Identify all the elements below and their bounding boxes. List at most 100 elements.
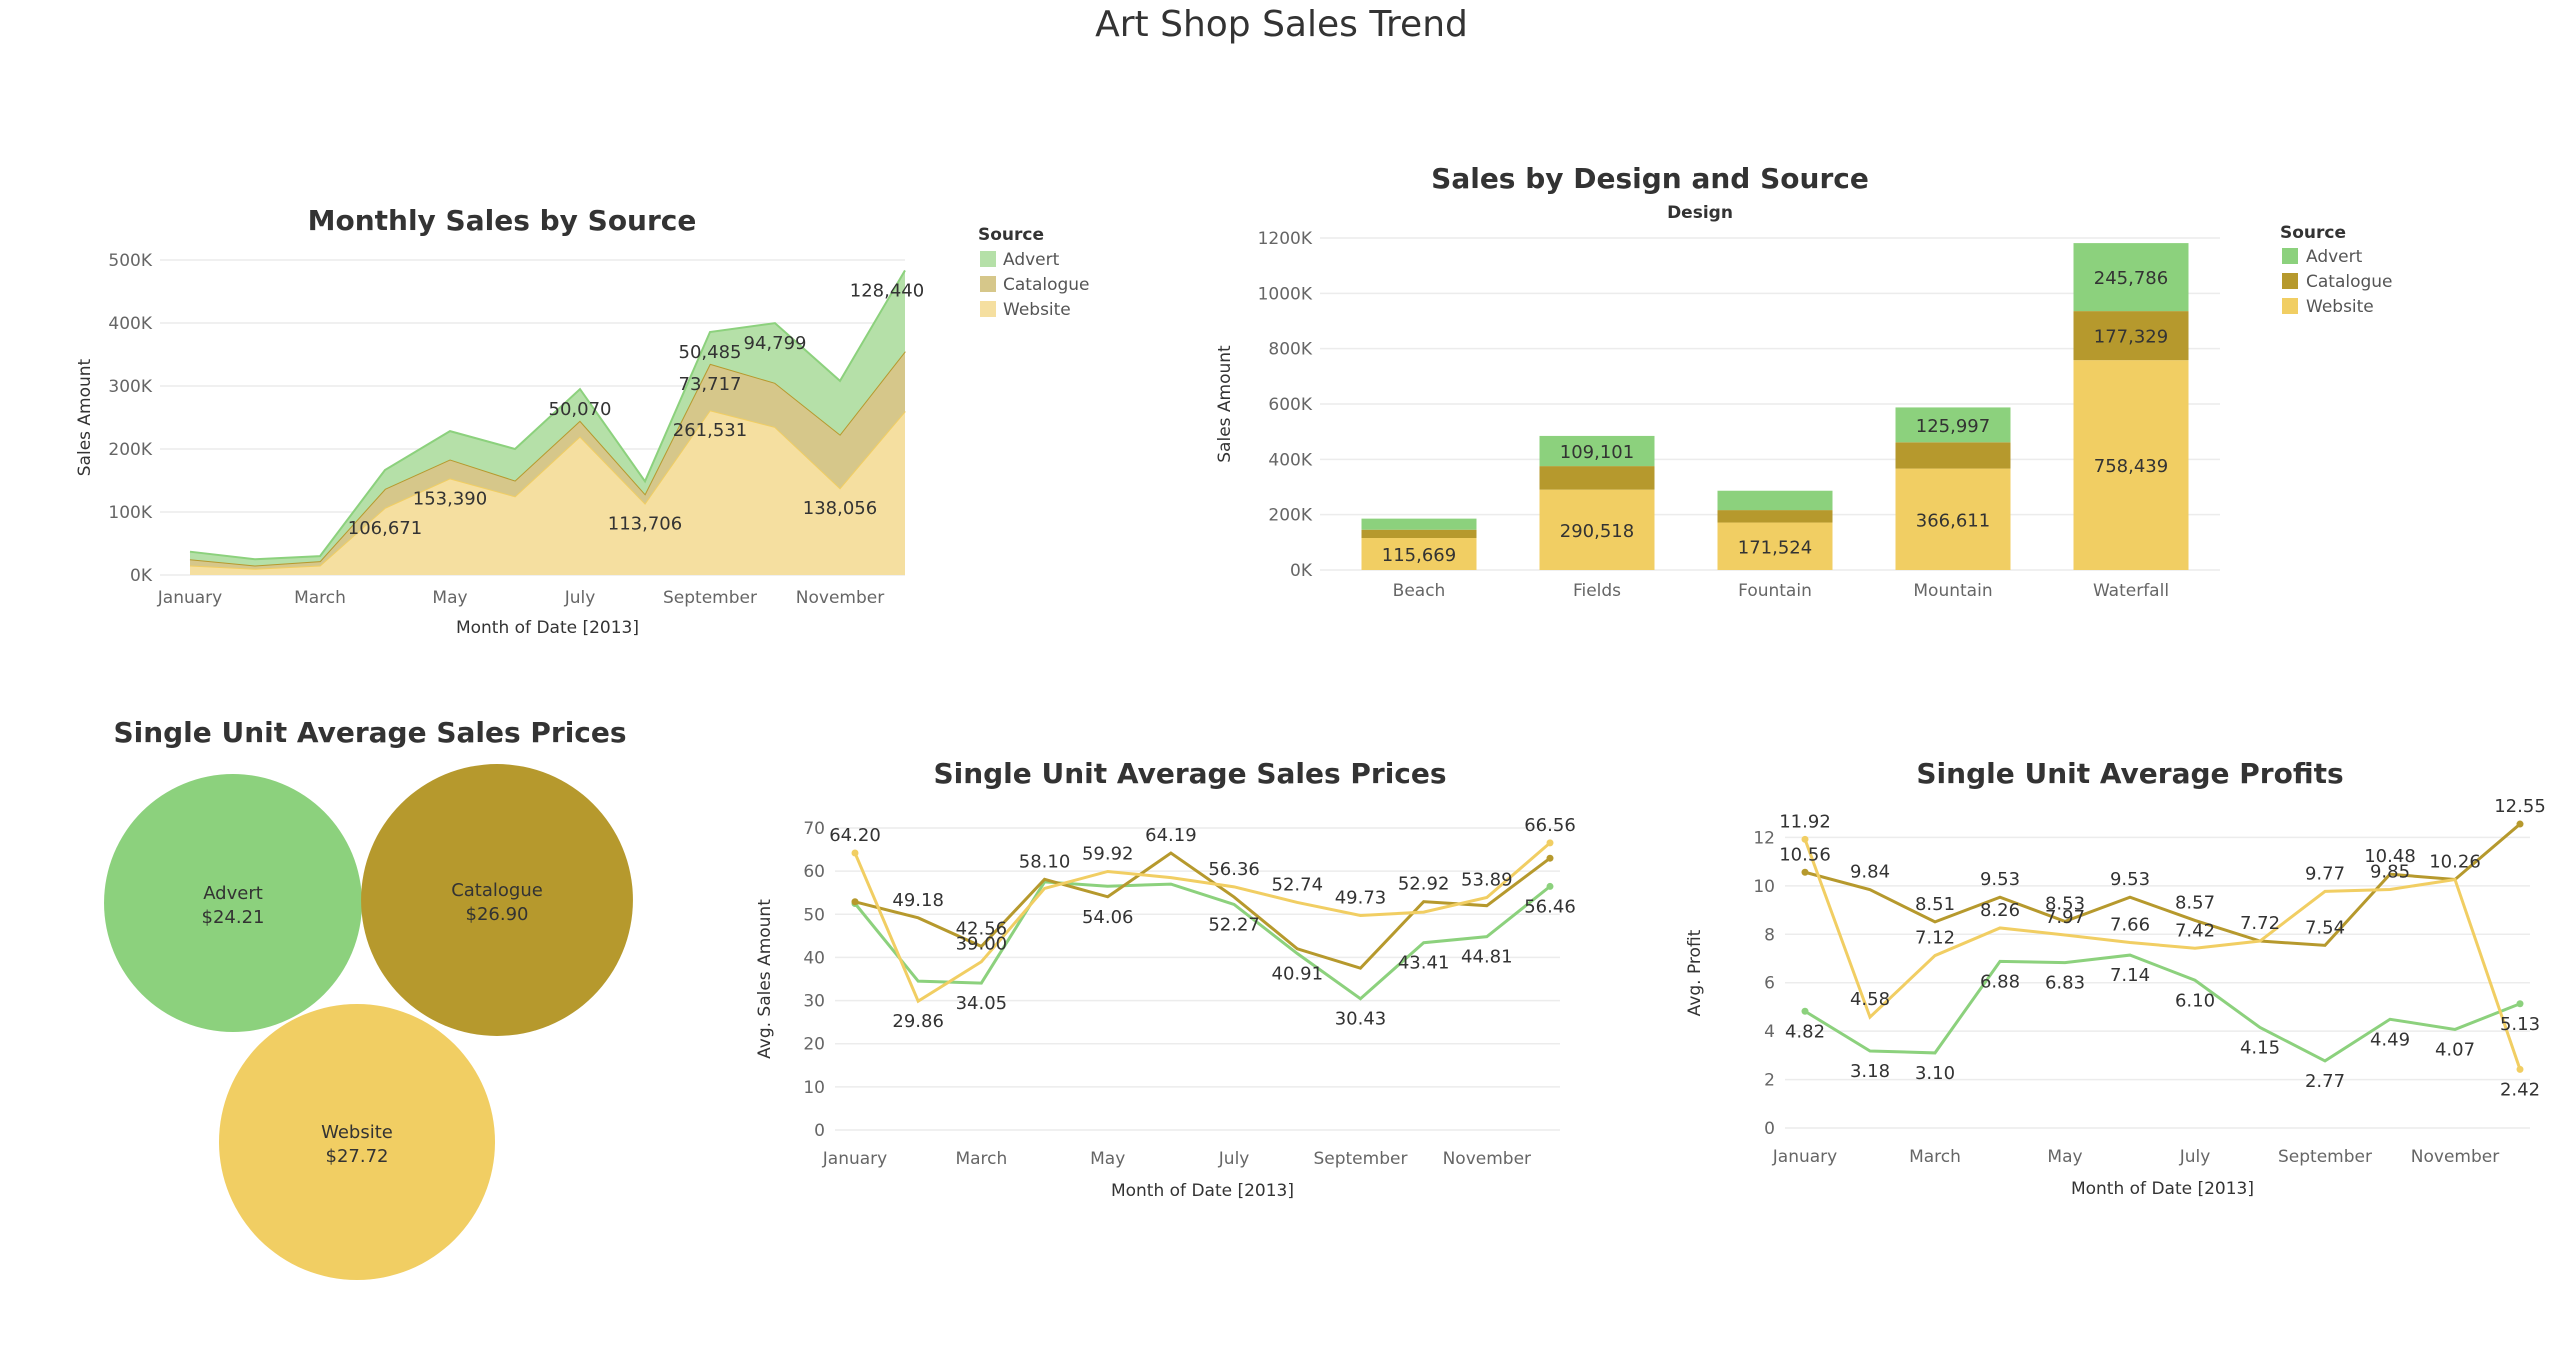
- y-tick-label: 200K: [108, 440, 152, 460]
- line-point: [1802, 836, 1809, 843]
- bar-segment-catalogue: [1718, 510, 1833, 522]
- line-point: [852, 898, 859, 905]
- data-label: 8.57: [2175, 892, 2215, 913]
- y-axis-title: Avg. Profit: [1685, 929, 1705, 1016]
- data-label: 52.92: [1398, 874, 1450, 895]
- bar-segment-advert: [1718, 491, 1833, 510]
- x-tick-label: November: [2411, 1147, 2499, 1167]
- data-label: 366,611: [1916, 510, 1990, 531]
- y-axis-title: Avg. Sales Amount: [755, 899, 775, 1059]
- data-label: 29.86: [892, 1011, 944, 1032]
- data-label: 10.26: [2429, 852, 2481, 873]
- line-point: [2517, 821, 2524, 828]
- data-label: 106,671: [348, 518, 422, 539]
- data-label: 153,390: [413, 488, 487, 509]
- data-label: 4.49: [2370, 1029, 2410, 1050]
- data-label: 9.77: [2305, 863, 2345, 884]
- line-point: [1802, 1008, 1809, 1015]
- legend-entry: Advert: [1003, 250, 1060, 270]
- y-tick-label: 1000K: [1258, 284, 1313, 304]
- bar-segment-catalogue: [1896, 442, 2011, 468]
- data-label: 11.92: [1779, 811, 1831, 832]
- data-label: 52.74: [1272, 874, 1324, 895]
- data-label: 6.88: [1980, 971, 2020, 992]
- data-label: 4.15: [2240, 1037, 2280, 1058]
- y-tick-label: 800K: [1268, 340, 1312, 360]
- data-label: 44.81: [1461, 947, 1513, 968]
- data-label: 138,056: [803, 498, 877, 519]
- bar-segment-catalogue: [1362, 530, 1477, 538]
- y-tick-label: 0: [1764, 1119, 1775, 1139]
- line-series-advert: [1805, 955, 2520, 1061]
- legend-entry: Advert: [2306, 247, 2363, 267]
- x-tick-label: March: [294, 588, 346, 608]
- bubble-value: $27.72: [326, 1146, 389, 1167]
- x-tick-label: July: [1218, 1149, 1250, 1169]
- x-tick-label: September: [663, 588, 757, 608]
- line-point: [1547, 839, 1554, 846]
- x-tick-label: March: [955, 1149, 1007, 1169]
- data-label: 64.20: [829, 825, 881, 846]
- data-label: 50,070: [549, 399, 612, 420]
- bar-segment-advert: [1362, 519, 1477, 530]
- x-tick-label: July: [564, 588, 596, 608]
- y-tick-label: 400K: [108, 314, 152, 334]
- bubble-name: Advert: [203, 883, 263, 904]
- legend-swatch: [2282, 273, 2298, 289]
- y-tick-label: 300K: [108, 377, 152, 397]
- legend-swatch: [980, 301, 996, 317]
- monthly-sales-area-chart: Monthly Sales by Source 0K 100K 200K 300K 400…: [0, 180, 1200, 740]
- data-label: 113,706: [608, 513, 682, 534]
- y-tick-label: 4: [1764, 1022, 1775, 1042]
- data-label: 9.84: [1850, 862, 1890, 883]
- data-label: 49.18: [892, 890, 944, 911]
- dashboard-title: Art Shop Sales Trend: [0, 4, 2563, 45]
- data-label: 5.13: [2500, 1014, 2540, 1035]
- bubble-value: $24.21: [202, 907, 265, 928]
- data-label: 49.73: [1335, 887, 1387, 908]
- data-label: 73,717: [679, 374, 742, 395]
- line-point: [2517, 1066, 2524, 1073]
- legend-title: Source: [978, 225, 1044, 245]
- data-label: 56.36: [1208, 859, 1260, 880]
- data-label: 66.56: [1524, 815, 1576, 836]
- y-axis-title: Sales Amount: [75, 358, 95, 476]
- line-series-website: [1805, 839, 2520, 1069]
- data-label: 4.07: [2435, 1039, 2475, 1060]
- x-tick-label: November: [1443, 1149, 1531, 1169]
- legend-swatch: [2282, 248, 2298, 264]
- line-point: [1547, 883, 1554, 890]
- x-tick-label: July: [2179, 1147, 2211, 1167]
- y-tick-label: 30: [803, 992, 825, 1012]
- data-label: 30.43: [1335, 1009, 1387, 1030]
- data-label: 9.53: [2110, 869, 2150, 890]
- x-tick-label: January: [157, 588, 222, 608]
- data-label: 245,786: [2094, 268, 2168, 289]
- data-label: 125,997: [1916, 416, 1990, 437]
- data-label: 758,439: [2094, 456, 2168, 477]
- data-label: 64.19: [1145, 825, 1197, 846]
- data-label: 261,531: [673, 420, 747, 441]
- chart-title: Sales by Design and Source: [1431, 162, 1869, 195]
- x-tick-label: January: [822, 1149, 887, 1169]
- line-point: [1547, 855, 1554, 862]
- y-tick-label: 8: [1764, 925, 1775, 945]
- y-tick-label: 2: [1764, 1071, 1775, 1091]
- data-label: 12.55: [2494, 796, 2546, 817]
- y-tick-label: 12: [1753, 828, 1775, 848]
- y-tick-label: 400K: [1268, 450, 1312, 470]
- legend-entry: Catalogue: [2306, 272, 2393, 292]
- x-tick-label: May: [2047, 1147, 2082, 1167]
- data-label: 2.77: [2305, 1071, 2345, 1092]
- bubble-name: Catalogue: [451, 880, 543, 901]
- data-label: 9.53: [1980, 869, 2020, 890]
- data-label: 4.58: [1850, 989, 1890, 1010]
- x-tick-label: November: [796, 588, 884, 608]
- x-tick-label: Beach: [1393, 581, 1446, 601]
- data-label: 7.66: [2110, 914, 2150, 935]
- avg-sales-prices-line-chart: Single Unit Average Sales Prices01020304…: [700, 740, 1580, 1300]
- legend-entry: Website: [1003, 300, 1071, 320]
- data-label: 7.72: [2240, 913, 2280, 934]
- x-tick-label: May: [1090, 1149, 1125, 1169]
- data-label: 7.12: [1915, 928, 1955, 949]
